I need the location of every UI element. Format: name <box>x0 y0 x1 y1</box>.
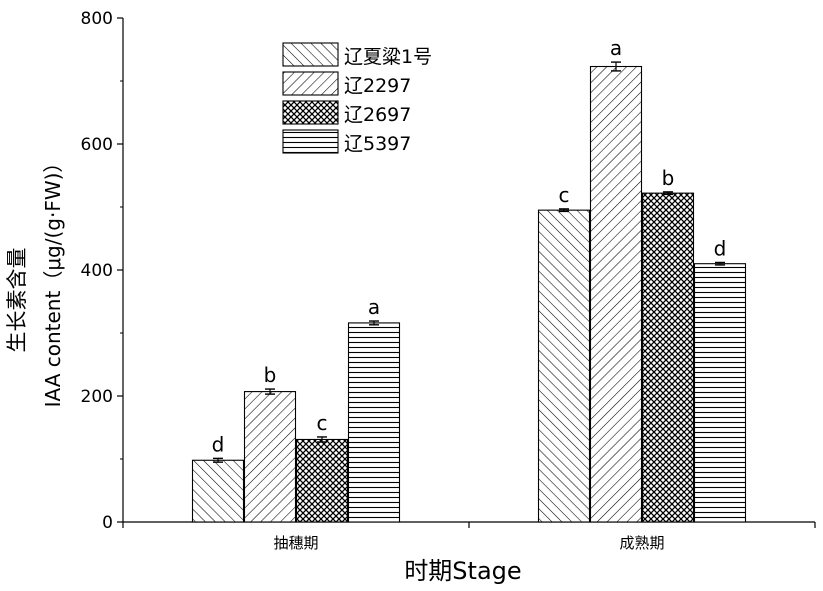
category-label: 抽穗期 <box>273 534 318 552</box>
bar-1-1 <box>191 459 245 523</box>
legend-label: 辽夏粱1号 <box>344 46 432 68</box>
bar-3-2 <box>641 192 695 523</box>
legend-label: 辽2697 <box>344 104 411 126</box>
bars: d b c a c a b d <box>191 36 747 523</box>
significance-letter: c <box>559 183 570 207</box>
bar-2-2 <box>589 65 643 523</box>
bar-4-1 <box>347 322 401 523</box>
legend-label: 辽2297 <box>344 75 411 97</box>
y-axis-title-en: IAA content（μg/(g·FW)） <box>41 153 65 408</box>
x-ticks: 抽穗期 成熟期 <box>122 522 816 552</box>
bar-1-2 <box>537 209 591 523</box>
bar-3-1 <box>295 438 349 523</box>
legend-swatch <box>282 71 339 96</box>
significance-letter: c <box>317 411 328 435</box>
bar-4-2 <box>693 263 747 523</box>
y-tick-label: 0 <box>102 513 113 533</box>
bar-2-1 <box>243 391 297 523</box>
significance-letter: a <box>368 295 380 319</box>
legend-swatch <box>282 42 339 67</box>
legend-swatch <box>282 129 339 154</box>
legend-label: 辽5397 <box>344 133 411 155</box>
significance-letter: b <box>662 166 675 190</box>
y-axis-title-cn: 生长素含量 <box>5 248 29 353</box>
y-tick-label: 200 <box>81 387 113 407</box>
significance-letter: d <box>212 432 225 456</box>
y-tick-label: 400 <box>81 261 113 281</box>
x-axis-title: 时期Stage <box>404 557 521 585</box>
significance-letter: d <box>714 236 727 260</box>
significance-letter: b <box>264 363 277 387</box>
y-ticks: 0 200 400 600 800 <box>81 9 123 533</box>
y-tick-label: 600 <box>81 135 113 155</box>
legend-swatch <box>282 100 339 125</box>
y-tick-label: 800 <box>81 9 113 29</box>
category-label: 成熟期 <box>619 534 664 552</box>
significance-letter: a <box>610 36 622 60</box>
